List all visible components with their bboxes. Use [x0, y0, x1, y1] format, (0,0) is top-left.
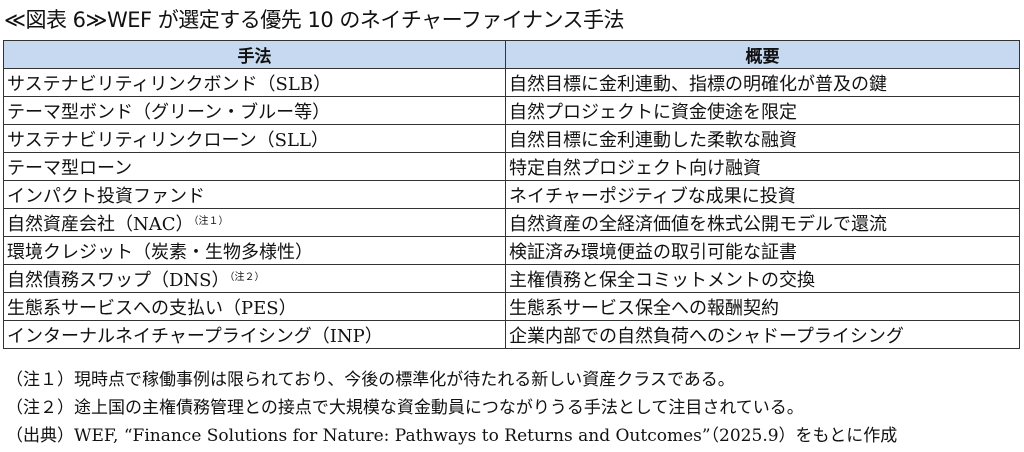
table-row: テーマ型ローン 特定自然プロジェクト向け融資	[3, 152, 1020, 181]
table-row: 自然資産会社（NAC）（注１） 自然資産の全経済価値を株式公開モデルで還流	[3, 208, 1020, 237]
method-cell: 環境クレジット（炭素・生物多様性）	[3, 236, 506, 265]
footnote-ref: （注２）	[229, 271, 265, 283]
figure-title: ≪図表 6≫WEF が選定する優先 10 のネイチャーファイナンス手法	[4, 8, 625, 32]
table-row: インパクト投資ファンド ネイチャーポジティブな成果に投資	[3, 180, 1020, 209]
footnotes: （注１）現時点で稼働事例は限られており、今後の標準化が待たれる新しい資産クラスで…	[6, 366, 897, 450]
summary-cell: 検証済み環境便益の取引可能な証書	[505, 236, 1020, 265]
method-cell: サステナビリティリンクローン（SLL）	[3, 124, 506, 153]
method-name: テーマ型ローン	[7, 157, 133, 179]
summary-cell: 主権債務と保全コミットメントの交換	[505, 264, 1020, 293]
method-cell: 自然債務スワップ（DNS）（注２）	[3, 264, 506, 293]
method-cell: インターナルネイチャープライシング（INP）	[3, 320, 506, 349]
summary-cell: 企業内部での自然負荷へのシャドープライシング	[505, 320, 1020, 349]
summary-cell: 自然資産の全経済価値を株式公開モデルで還流	[505, 208, 1020, 237]
note-2: （注２）途上国の主権債務管理との接点で大規模な資金動員につながりうる手法として注…	[6, 398, 804, 418]
method-name: 環境クレジット（炭素・生物多様性）	[7, 241, 313, 263]
method-name: インターナルネイチャープライシング（INP）	[7, 325, 383, 347]
table-row: 環境クレジット（炭素・生物多様性） 検証済み環境便益の取引可能な証書	[3, 236, 1020, 265]
table-row: 自然債務スワップ（DNS）（注２） 主権債務と保全コミットメントの交換	[3, 264, 1020, 293]
method-name: インパクト投資ファンド	[7, 185, 205, 207]
note-1: （注１）現時点で稼働事例は限られており、今後の標準化が待たれる新しい資産クラスで…	[6, 370, 735, 390]
table-row: インターナルネイチャープライシング（INP） 企業内部での自然負荷へのシャドープラ…	[3, 320, 1020, 349]
finance-methods-table: 手法 概要 サステナビリティリンクボンド（SLB） 自然目標に金利連動、指標の明確…	[3, 40, 1020, 349]
summary-cell: 自然目標に金利連動、指標の明確化が普及の鍵	[505, 68, 1020, 97]
table-row: サステナビリティリンクローン（SLL） 自然目標に金利連動した柔軟な融資	[3, 124, 1020, 153]
header-summary: 概要	[505, 40, 1020, 69]
method-name: サステナビリティリンクローン（SLL）	[7, 129, 329, 151]
method-name: 生態系サービスへの支払い（PES）	[7, 297, 297, 319]
method-cell: 生態系サービスへの支払い（PES）	[3, 292, 506, 321]
method-name: 自然債務スワップ（DNS）	[7, 269, 230, 291]
source-note: （出典）WEF, “Finance Solutions for Nature: …	[6, 426, 898, 446]
summary-cell: 自然目標に金利連動した柔軟な融資	[505, 124, 1020, 153]
method-cell: テーマ型ローン	[3, 152, 506, 181]
table-row: サステナビリティリンクボンド（SLB） 自然目標に金利連動、指標の明確化が普及の鍵	[3, 68, 1020, 97]
summary-cell: 特定自然プロジェクト向け融資	[505, 152, 1020, 181]
table-row: テーマ型ボンド（グリーン・ブルー等） 自然プロジェクトに資金使途を限定	[3, 96, 1020, 125]
method-cell: テーマ型ボンド（グリーン・ブルー等）	[3, 96, 506, 125]
summary-cell: 自然プロジェクトに資金使途を限定	[505, 96, 1020, 125]
method-cell: 自然資産会社（NAC）（注１）	[3, 208, 506, 237]
method-cell: インパクト投資ファンド	[3, 180, 506, 209]
method-name: サステナビリティリンクボンド（SLB）	[7, 73, 332, 95]
method-name: 自然資産会社（NAC）	[7, 213, 194, 235]
table-row: 生態系サービスへの支払い（PES） 生態系サービス保全への報酬契約	[3, 292, 1020, 321]
footnote-ref: （注１）	[193, 215, 229, 227]
summary-cell: 生態系サービス保全への報酬契約	[505, 292, 1020, 321]
header-method: 手法	[3, 40, 506, 69]
summary-cell: ネイチャーポジティブな成果に投資	[505, 180, 1020, 209]
method-cell: サステナビリティリンクボンド（SLB）	[3, 68, 506, 97]
table-header-row: 手法 概要	[3, 40, 1020, 69]
method-name: テーマ型ボンド（グリーン・ブルー等）	[7, 101, 331, 123]
